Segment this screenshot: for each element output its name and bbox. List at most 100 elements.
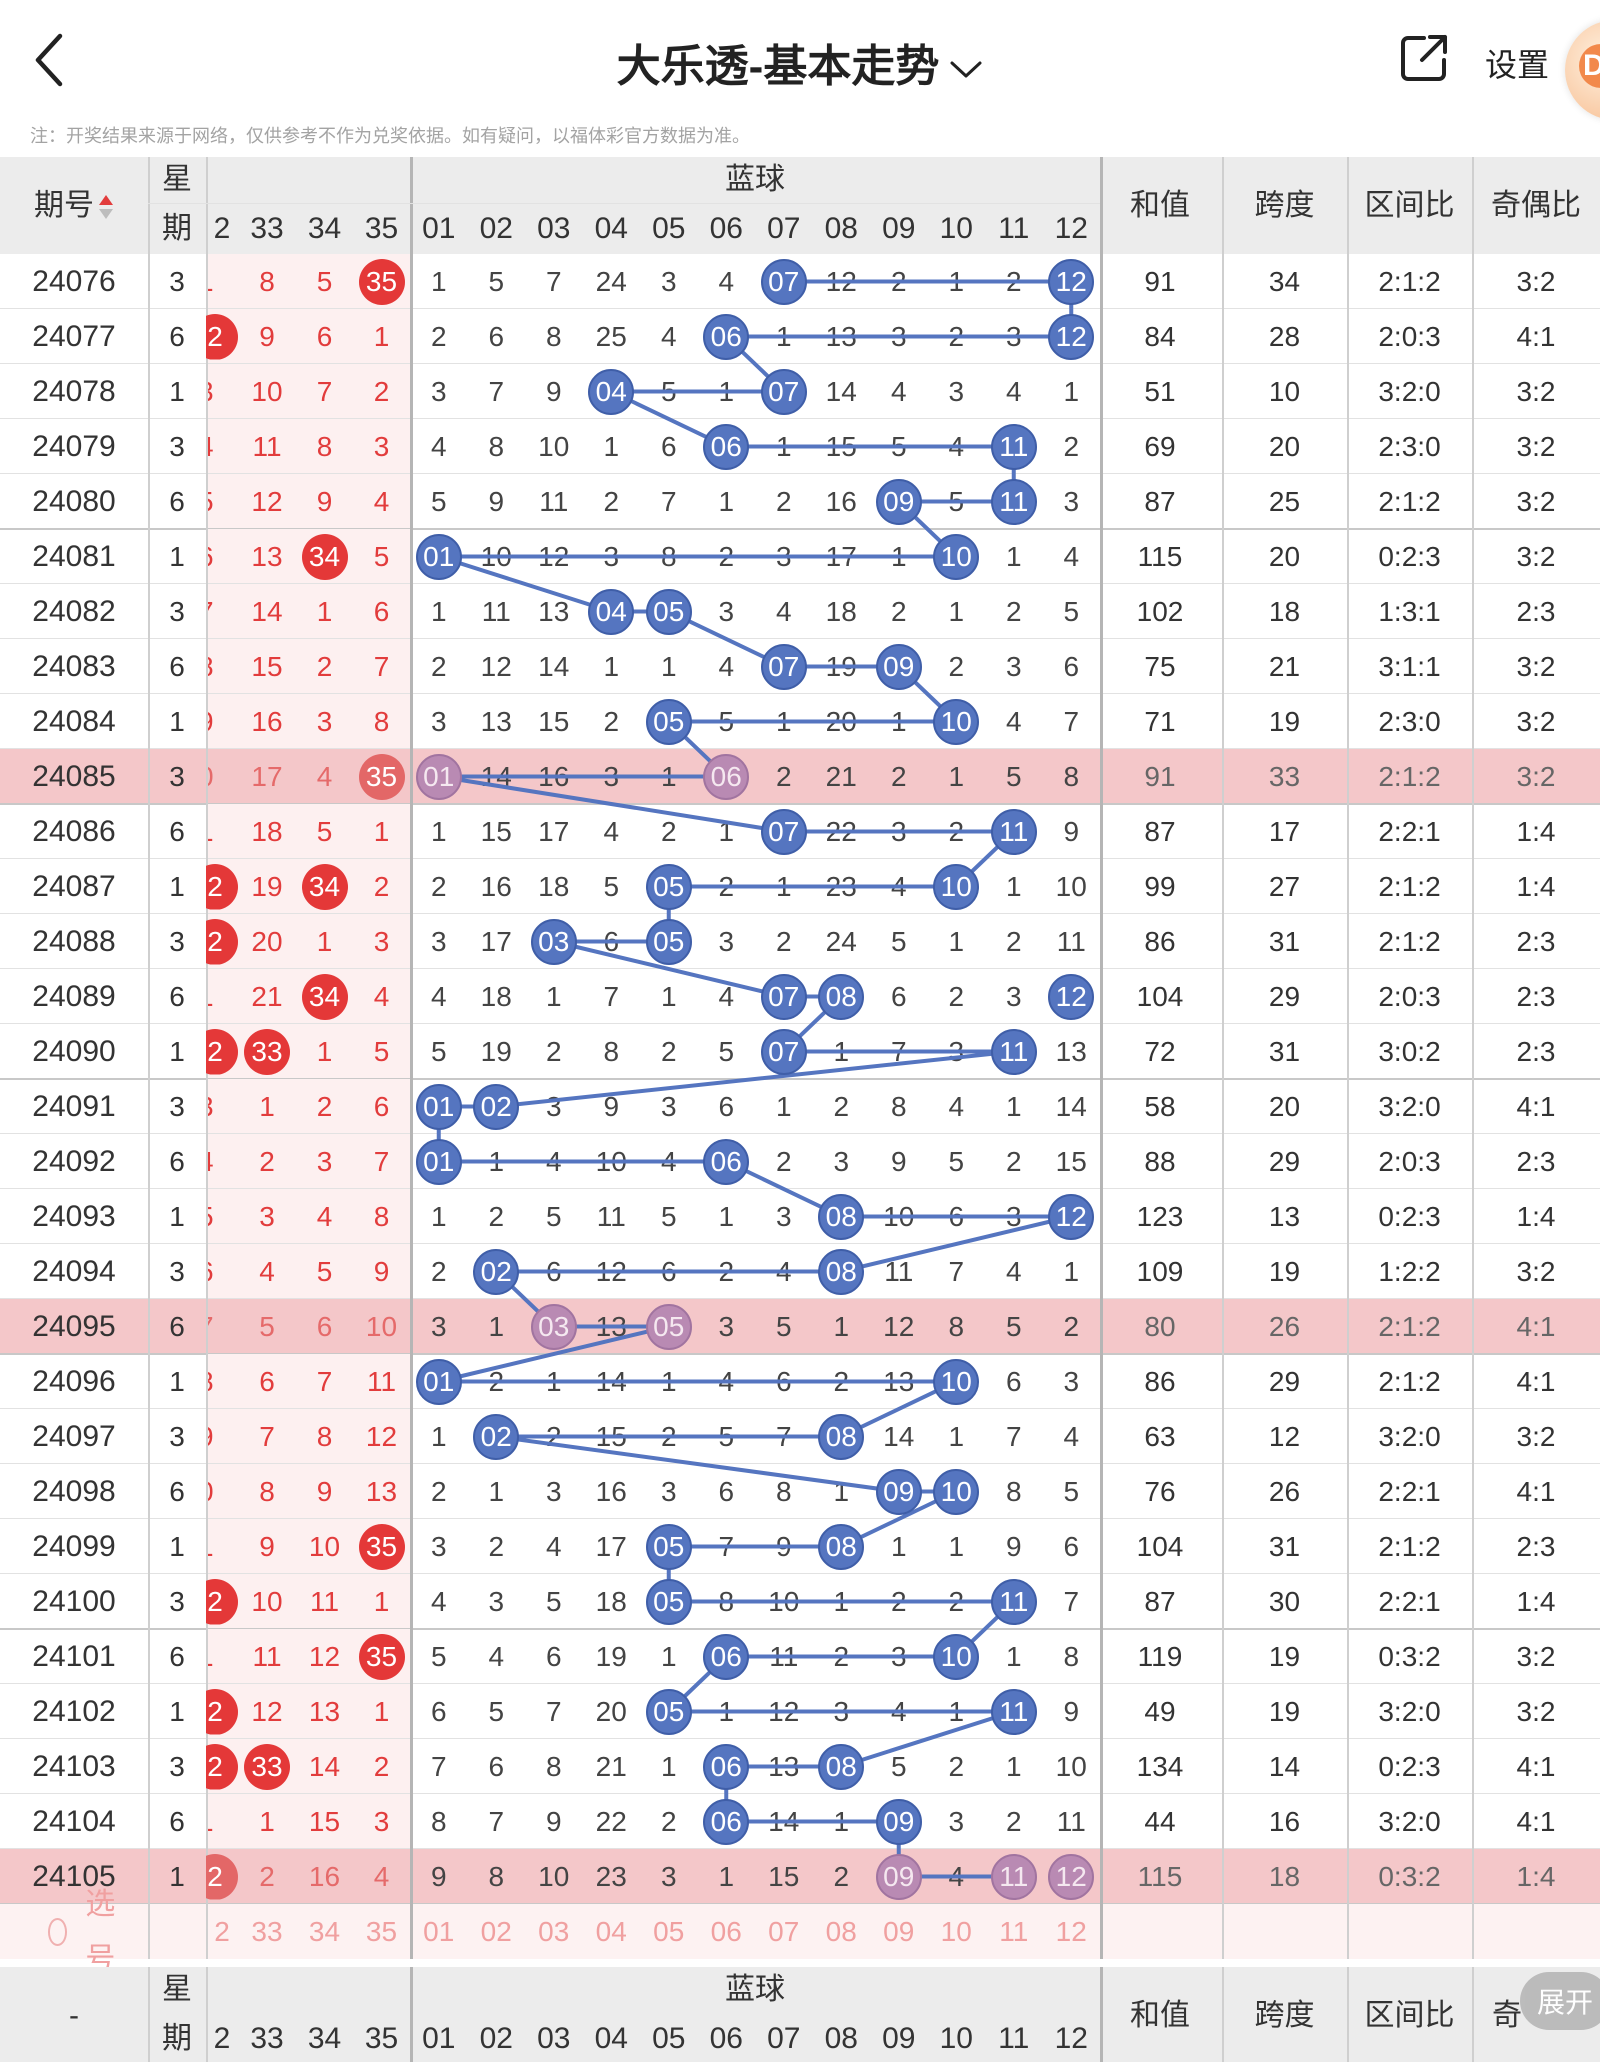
blue-miss-count: 2: [948, 816, 965, 847]
blue-ball: 11: [990, 478, 1037, 525]
table-row-issue[interactable]: 24095: [32, 1310, 116, 1343]
select-blue-06[interactable]: 06: [710, 1916, 742, 1947]
select-blue-01[interactable]: 01: [423, 1916, 455, 1947]
blue-miss-count: 15: [1055, 1146, 1087, 1177]
select-red-33[interactable]: 33: [251, 1916, 283, 1947]
page-title[interactable]: 大乐透-基本走势: [617, 42, 984, 91]
blue-miss-count: 17: [480, 926, 512, 957]
table-row-issue[interactable]: 24102: [32, 1695, 116, 1728]
select-blue-03[interactable]: 03: [538, 1916, 570, 1947]
red-miss-count: 1: [373, 321, 390, 352]
footer-blue-group: 蓝球: [410, 1967, 1100, 2013]
blue-ball: 04: [588, 588, 635, 635]
select-blue-05[interactable]: 05: [653, 1916, 685, 1947]
select-blue-10[interactable]: 10: [940, 1916, 972, 1947]
blue-miss-count: 10: [538, 431, 570, 462]
select-red-34[interactable]: 34: [308, 1916, 341, 1947]
table-row-issue[interactable]: 24105: [32, 1860, 116, 1893]
table-row-issue[interactable]: 24082: [32, 595, 116, 628]
blue-miss-count: 1: [603, 431, 620, 462]
select-blue-07[interactable]: 07: [768, 1916, 800, 1947]
blue-miss-count: 4: [775, 1256, 792, 1287]
table-row-issue[interactable]: 24100: [32, 1585, 116, 1618]
table-row-sum: 119: [1137, 1641, 1183, 1672]
blue-miss-count: 9: [430, 1861, 447, 1892]
table-row-issue[interactable]: 24086: [32, 815, 116, 848]
blue-miss-count: 5: [718, 1036, 735, 1067]
blue-miss-count: 2: [1005, 1806, 1022, 1837]
table-row-issue[interactable]: 24088: [32, 925, 116, 958]
blue-miss-count: 2: [775, 1146, 792, 1177]
table-row-issue[interactable]: 24085: [32, 760, 116, 793]
blue-miss-count: 2: [948, 981, 965, 1012]
table-row-span: 19: [1268, 1696, 1301, 1727]
table-row-issue[interactable]: 24077: [32, 320, 116, 353]
sort-icon[interactable]: [94, 189, 114, 222]
select-red-2[interactable]: 2: [214, 1916, 230, 1947]
select-number-button[interactable]: 选号: [48, 1888, 124, 1976]
table-row-issue[interactable]: 24101: [32, 1640, 116, 1673]
select-red-35[interactable]: 35: [365, 1916, 398, 1947]
table-row-issue[interactable]: 24093: [32, 1200, 116, 1233]
select-blue-04[interactable]: 04: [595, 1916, 627, 1947]
blue-miss-count: 7: [718, 1531, 735, 1562]
table-row-issue[interactable]: 24083: [32, 650, 116, 683]
table-row-issue[interactable]: 24089: [32, 980, 116, 1013]
column-header-issue[interactable]: 期号: [0, 157, 148, 254]
blue-ball: 06: [703, 1633, 750, 1680]
select-blue-08[interactable]: 08: [825, 1916, 857, 1947]
table-row-issue[interactable]: 24091: [32, 1090, 116, 1123]
share-icon[interactable]: [1398, 32, 1450, 84]
table-row-zone: 2:1:2: [1378, 871, 1441, 902]
blue-miss-count: 4: [718, 266, 735, 297]
select-blue-09[interactable]: 09: [883, 1916, 915, 1947]
blue-ball: 12: [1048, 313, 1095, 360]
settings-button[interactable]: 设置: [1485, 47, 1550, 83]
table-row-issue[interactable]: 24096: [32, 1365, 116, 1398]
table-row-span: 18: [1268, 596, 1301, 627]
red-miss-count: 6: [373, 1091, 390, 1122]
table-row-issue[interactable]: 24098: [32, 1475, 116, 1508]
table-row-issue[interactable]: 24090: [32, 1035, 116, 1068]
table-row-issue[interactable]: 24076: [32, 265, 116, 298]
table-row-issue[interactable]: 24087: [32, 870, 116, 903]
red-miss-count: 8: [259, 1476, 275, 1507]
avatar[interactable]: D: [1565, 20, 1600, 120]
table-row-issue[interactable]: 24103: [32, 1750, 116, 1783]
table-row-issue[interactable]: 24080: [32, 485, 116, 518]
table-row-issue[interactable]: 24097: [32, 1420, 116, 1453]
red-miss-count: 8: [316, 431, 333, 462]
table-row-issue[interactable]: 24078: [32, 375, 116, 408]
blue-miss-count: 2: [833, 1366, 850, 1397]
table-row-issue[interactable]: 24081: [32, 540, 116, 573]
blue-miss-count: 6: [718, 1476, 735, 1507]
table-row-issue[interactable]: 24084: [32, 705, 116, 738]
table-row-issue[interactable]: 24099: [32, 1530, 116, 1563]
select-blue-12[interactable]: 12: [1055, 1916, 1087, 1947]
table-row-oe: 3:2: [1516, 706, 1556, 737]
red-miss-count: 0: [206, 749, 238, 804]
table-row-oe: 2:3: [1516, 981, 1556, 1012]
table-row-issue[interactable]: 24094: [32, 1255, 116, 1288]
blue-miss-count: 4: [718, 1366, 735, 1397]
table-row-week: 3: [169, 761, 185, 792]
blue-miss-count: 7: [660, 486, 677, 517]
blue-miss-count: 17: [538, 816, 570, 847]
blue-miss-count: 6: [545, 1256, 562, 1287]
expand-button[interactable]: 展开: [1520, 1972, 1600, 2030]
blue-miss-count: 8: [603, 1036, 620, 1067]
table-row-issue[interactable]: 24104: [32, 1805, 116, 1838]
blue-miss-count: 15: [480, 816, 512, 847]
red-miss-count: 15: [251, 651, 283, 682]
blue-ball: 12: [1048, 973, 1095, 1020]
select-blue-11[interactable]: 11: [999, 1916, 1029, 1947]
table-row-issue[interactable]: 24079: [32, 430, 116, 463]
red-miss-count: 11: [252, 1641, 282, 1672]
back-arrow-icon[interactable]: [28, 28, 78, 92]
blue-miss-count: 7: [1063, 1586, 1080, 1617]
select-blue-02[interactable]: 02: [480, 1916, 512, 1947]
table-row-sum: 115: [1137, 541, 1183, 572]
table-row-issue[interactable]: 24092: [32, 1145, 116, 1178]
blue-miss-count: 9: [1005, 1531, 1022, 1562]
blue-ball: 09: [875, 1798, 922, 1845]
